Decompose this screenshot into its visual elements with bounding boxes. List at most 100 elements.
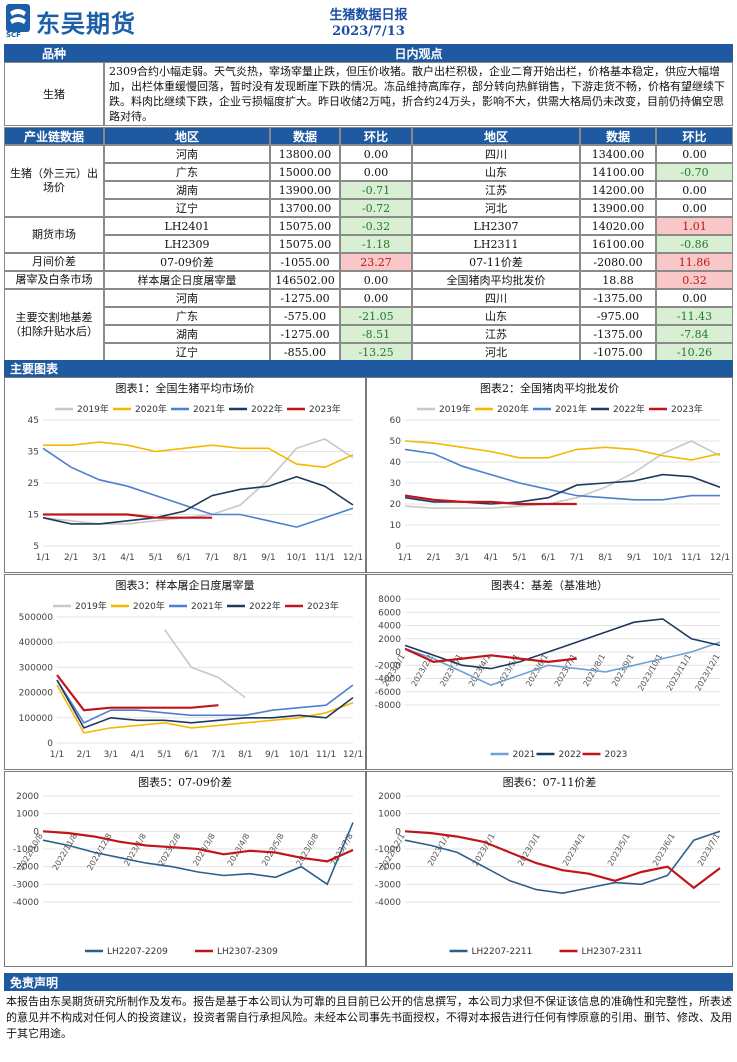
change-value: -1.18 (340, 235, 412, 253)
chart-title: 图表5：07-09价差 (138, 776, 232, 789)
x-tick-label: 2/1 (77, 750, 91, 760)
region-name: 河南 (104, 289, 270, 307)
y-tick-label: 200000 (19, 689, 54, 699)
data-value: -1055.00 (270, 253, 340, 271)
y-tick-label: 400000 (19, 638, 54, 648)
x-tick-label: 11/1 (316, 750, 336, 760)
legend-label: 2019年 (77, 403, 109, 415)
x-tick-label: 2023/4/8 (226, 832, 252, 868)
y-tick-label: 4000 (378, 622, 401, 632)
region-name: LH2311 (412, 235, 580, 253)
x-tick-label: 2023/5/1 (606, 832, 632, 868)
change-value: -11.43 (656, 307, 733, 325)
legend-label: 2021年 (555, 403, 587, 415)
variety-header: 品种 (4, 44, 104, 62)
x-tick-label: 5/1 (157, 750, 171, 760)
change-value: -21.05 (340, 307, 412, 325)
table-header: 数据 (580, 127, 656, 145)
legend-label: 2022 (559, 750, 582, 760)
y-tick-label: -4000 (13, 898, 39, 908)
change-value: 1.01 (656, 217, 733, 235)
region-name: 山东 (412, 163, 580, 181)
x-tick-label: 9/1 (265, 750, 279, 760)
series-line (404, 440, 721, 509)
data-value: 18.88 (580, 271, 656, 289)
view-header: 日内观点 (104, 44, 733, 62)
chart-title: 图表4：基差（基准地） (491, 579, 608, 592)
chart-title: 图表6：07-11价差 (502, 776, 597, 789)
x-tick-label: 2/1 (426, 553, 440, 563)
series-line (56, 684, 354, 734)
x-tick-label: 2023/5/8 (260, 832, 286, 868)
x-tick-label: 2023/4/1 (561, 832, 587, 868)
x-tick-label: 2023/11/1 (665, 653, 693, 693)
chart-5: 图表5：07-09价差 -4000 -3000 -2000 -1000 0 1000 2000… (4, 771, 366, 967)
series-line (404, 830, 721, 895)
y-tick-label: -3000 (13, 880, 39, 890)
series-line (56, 679, 354, 724)
change-value: -0.70 (656, 163, 733, 181)
legend-label: 2020年 (497, 403, 529, 415)
series-line (404, 440, 721, 461)
table-header: 数据 (270, 127, 340, 145)
y-tick-label: 0 (47, 739, 53, 749)
x-tick-label: 6/1 (541, 553, 555, 563)
x-tick-label: 11/1 (315, 553, 335, 563)
region-name: 湖南 (104, 325, 270, 343)
y-tick-label: 15 (28, 511, 39, 521)
data-value: -1375.00 (580, 289, 656, 307)
data-value: 16100.00 (580, 235, 656, 253)
change-value: -8.51 (340, 325, 412, 343)
table-header: 产业链数据 (4, 127, 104, 145)
legend-label: LH2307-2309 (217, 947, 278, 957)
x-tick-label: 4/1 (130, 750, 144, 760)
chart-4: 图表4：基差（基准地） -8000 -6000 -4000 -2000 0 2000 4000… (366, 574, 733, 770)
y-tick-label: 45 (28, 416, 39, 426)
x-tick-label: 9/1 (261, 553, 275, 563)
x-tick-label: 3/1 (455, 553, 469, 563)
x-tick-label: 2023/7/1 (696, 832, 722, 868)
legend-label: LH2207-2209 (107, 947, 168, 957)
series-line (42, 447, 354, 528)
y-tick-label: 60 (390, 416, 402, 426)
change-value: -13.25 (340, 343, 412, 361)
data-value: 13900.00 (580, 199, 656, 217)
table-header: 地区 (104, 127, 270, 145)
region-name: 四川 (412, 289, 580, 307)
y-tick-label: -6000 (375, 688, 401, 698)
y-tick-label: 0 (395, 648, 401, 658)
data-value: -855.00 (270, 343, 340, 361)
logo-text: 东吴期货 (36, 10, 136, 38)
series-line (404, 647, 577, 664)
change-value: -0.32 (340, 217, 412, 235)
group-label: 生猪（外三元）出场价 (4, 145, 104, 217)
x-tick-label: 11/1 (681, 553, 701, 563)
data-value: -1375.00 (580, 325, 656, 343)
chart-1: 图表1：全国生猪平均市场价 5 15 25 35 45 1/1 2/1 3/1 4/1 5/1 6/1… (4, 377, 366, 573)
region-name: 广东 (104, 307, 270, 325)
chart-title: 图表1：全国生猪平均市场价 (115, 382, 255, 395)
y-tick-label: 100000 (19, 714, 54, 724)
y-tick-label: 2000 (16, 792, 39, 802)
variety-name: 生猪 (4, 62, 104, 126)
y-tick-label: 30 (390, 479, 402, 489)
region-name: 07-09价差 (104, 253, 270, 271)
group-label: 屠宰及白条市场 (4, 271, 104, 289)
logo-subtitle: SCF (6, 31, 21, 39)
company-logo-icon (6, 4, 30, 32)
region-name: 辽宁 (104, 199, 270, 217)
x-tick-label: 6/1 (184, 750, 198, 760)
change-value: 0.32 (656, 271, 733, 289)
x-tick-label: 5/1 (148, 553, 162, 563)
chart-2: 图表2：全国猪肉平均批发价 0 10 20 30 40 50 60 1/1 2/1 3/1 4/1 5/… (366, 377, 733, 573)
region-name: 四川 (412, 145, 580, 163)
y-tick-label: -2000 (13, 863, 39, 873)
region-name: 样本屠企日度屠宰量 (104, 271, 270, 289)
x-tick-label: 2023/6/1 (651, 832, 677, 868)
y-tick-label: 1000 (378, 810, 401, 820)
data-value: -1275.00 (270, 289, 340, 307)
legend-label: 2021年 (193, 403, 225, 415)
change-value: -0.86 (656, 235, 733, 253)
data-value: -1275.00 (270, 325, 340, 343)
y-tick-label: 2000 (378, 635, 401, 645)
